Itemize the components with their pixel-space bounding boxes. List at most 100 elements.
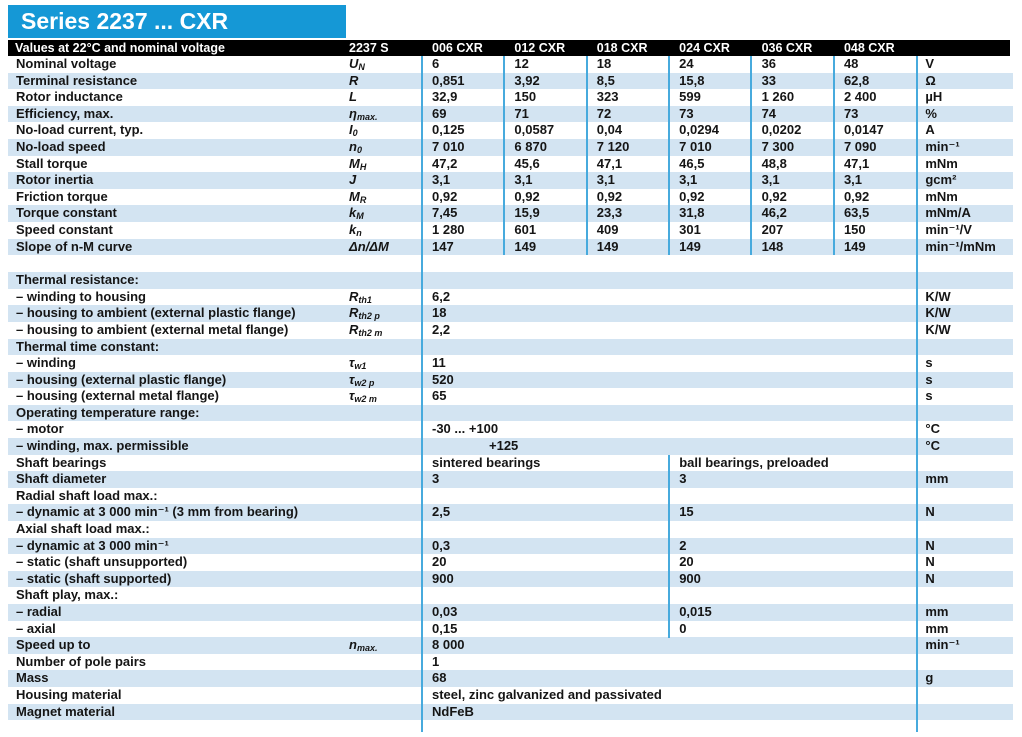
row-unit	[917, 272, 1013, 289]
row-value: 20	[679, 554, 694, 570]
row-symbol	[345, 421, 423, 438]
row-unit: N	[925, 570, 935, 586]
row-value: 68	[432, 670, 447, 686]
row-value: ball bearings, preloaded	[679, 454, 829, 470]
row-value	[423, 339, 917, 356]
row-unit: min⁻¹	[925, 138, 960, 154]
table-row: – static (shaft unsupported) 20 20 N	[8, 554, 1013, 571]
row-unit: °C	[925, 421, 940, 437]
row-symbol: L	[349, 89, 357, 105]
row-symbol	[345, 587, 423, 604]
row-value: 65	[432, 388, 447, 404]
row-value: 24	[679, 56, 694, 71]
row-symbol: UN	[349, 56, 365, 72]
table-row: Slope of n-M curve Δn/ΔM 147 149 149 149 148 14…	[8, 238, 1013, 256]
row-unit: K/W	[925, 321, 951, 337]
row-unit	[917, 587, 1013, 604]
row-value: 2 400	[843, 89, 877, 105]
row-label: Speed constant	[16, 221, 113, 237]
row-symbol	[345, 504, 423, 521]
row-value: 12	[514, 56, 529, 71]
table-row: Mass 68 g	[8, 670, 1013, 687]
row-symbol: J	[349, 172, 357, 188]
table-row: Shaft bearings sintered bearings ball bear…	[8, 455, 1013, 472]
row-value: 0	[679, 620, 687, 636]
row-unit: V	[925, 56, 935, 71]
table-row: Nominal voltage UN 6 12 18 24 36 48 V	[8, 56, 1013, 73]
table-row: Thermal time constant:	[8, 338, 1013, 356]
row-label: Speed up to	[16, 637, 91, 653]
row-value: 48	[843, 56, 859, 71]
row-label: Nominal voltage	[16, 56, 117, 71]
table-row: Terminal resistance R 0,851 3,92 8,5 15,8 33 62…	[8, 72, 1013, 90]
row-value: 148	[761, 238, 784, 254]
row-value: 150	[514, 89, 537, 105]
row-value: 0,15	[432, 620, 458, 636]
table-tail	[8, 720, 1013, 732]
row-value: 47,1	[596, 155, 623, 171]
row-value: 20	[432, 554, 447, 570]
row-symbol	[345, 554, 423, 571]
mechanical-spec-rows: Thermal resistance: – winding to housing R…	[8, 272, 1013, 721]
row-symbol	[345, 405, 423, 422]
row-value: 31,8	[679, 205, 705, 221]
row-label: Magnet material	[16, 703, 115, 719]
row-value: 15,8	[679, 72, 705, 88]
row-unit: mm	[925, 471, 949, 487]
row-label: Rotor inductance	[16, 89, 123, 105]
row-value: 0,92	[514, 188, 540, 204]
table-row: – winding τw1 11 s	[8, 355, 1013, 372]
row-unit: K/W	[925, 305, 951, 321]
row-value: 45,6	[514, 155, 540, 171]
row-unit: g	[925, 670, 934, 686]
row-unit: min⁻¹/mNm	[925, 238, 996, 254]
row-value: 63,5	[843, 205, 870, 221]
row-label: Number of pole pairs	[16, 653, 147, 669]
row-value: 46,2	[761, 205, 787, 221]
electrical-spec-rows: Nominal voltage UN 6 12 18 24 36 48 V Terminal re…	[8, 56, 1013, 256]
row-symbol	[345, 455, 423, 472]
row-value: 3	[432, 471, 440, 487]
row-label: Housing material	[16, 686, 122, 702]
table-row: Number of pole pairs 1	[8, 654, 1013, 671]
row-value: 3,1	[679, 172, 698, 188]
row-value: 147	[432, 238, 454, 254]
row-value: 150	[843, 221, 866, 237]
bearing-section-divider	[668, 455, 670, 638]
row-value: 47,1	[843, 155, 870, 171]
row-symbol: Rth2 p	[349, 305, 380, 322]
row-value: 3,1	[761, 172, 780, 188]
column-header: 024 CXR	[679, 41, 730, 55]
row-value: +125	[489, 438, 519, 454]
table-header-bar: Values at 22°C and nominal voltage 2237 …	[8, 40, 1010, 56]
row-unit: gcm²	[925, 172, 957, 188]
row-symbol	[345, 654, 423, 671]
row-value: 0,3	[432, 537, 451, 553]
row-value: 207	[761, 221, 784, 237]
row-value: 601	[514, 221, 537, 237]
row-unit: N	[925, 504, 935, 520]
row-symbol	[345, 604, 423, 621]
column-header: 048 CXR	[843, 41, 895, 55]
row-symbol	[345, 272, 423, 289]
row-label: Torque constant	[16, 205, 117, 221]
row-unit: mm	[925, 620, 949, 636]
table-row: Rotor inductance L 32,9 150 323 599 1 260 2 400…	[8, 89, 1013, 106]
table-row: – motor -30 ... +100 °C	[8, 421, 1013, 438]
table-row: – housing to ambient (external metal fla…	[8, 322, 1013, 339]
header-series-label: 2237 S	[349, 41, 389, 55]
row-label: No-load speed	[16, 138, 106, 154]
row-unit	[917, 455, 1013, 472]
row-value: 0,125	[432, 122, 465, 138]
row-value: 0,0587	[514, 122, 555, 138]
row-unit	[917, 521, 1013, 538]
row-value: 0,92	[761, 188, 787, 204]
column-divider	[421, 56, 423, 732]
row-value: 7 010	[432, 138, 465, 154]
row-unit: K/W	[925, 288, 951, 304]
row-unit: Ω	[925, 72, 936, 88]
row-value: 0,03	[432, 604, 458, 619]
table-row: No-load current, typ. I0 0,125 0,0587 0,04 0,…	[8, 122, 1013, 139]
row-value: 2	[679, 537, 687, 553]
row-symbol	[345, 339, 423, 356]
